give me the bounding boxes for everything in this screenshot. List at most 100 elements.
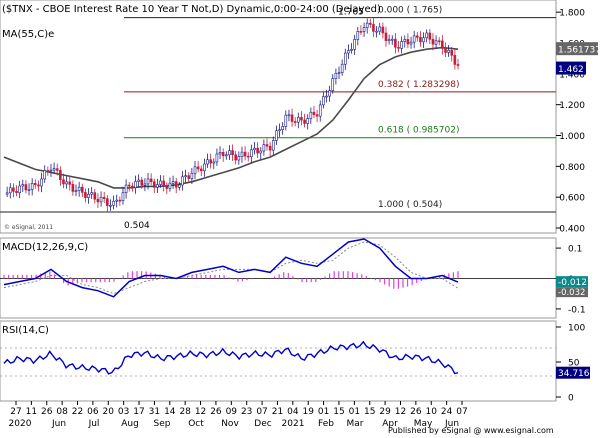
price-bar-body bbox=[406, 39, 410, 45]
price-bar-body bbox=[159, 180, 162, 185]
price-axis-label: 0.400 bbox=[559, 225, 585, 235]
ma-value-tag bbox=[556, 42, 598, 56]
price-bar-body bbox=[118, 199, 122, 202]
price-bar-body bbox=[309, 111, 313, 119]
x-axis-day-label: 17 bbox=[133, 407, 144, 417]
price-bar-body bbox=[181, 176, 184, 186]
price-bar-body bbox=[106, 198, 109, 206]
price-bar-body bbox=[312, 111, 316, 115]
price-bar-body bbox=[337, 72, 341, 74]
rsi-line bbox=[3, 340, 459, 375]
price-bar-body bbox=[162, 180, 165, 186]
x-axis-day-label: 07 bbox=[256, 407, 267, 417]
price-bar-body bbox=[369, 22, 372, 25]
x-axis-day-label: 15 bbox=[333, 407, 344, 417]
price-panel-frame bbox=[0, 0, 557, 234]
price-bar-body bbox=[30, 183, 34, 190]
price-bar-body bbox=[221, 152, 225, 157]
price-bar-body bbox=[55, 168, 59, 171]
price-bar-body bbox=[350, 49, 353, 51]
price-bar-body bbox=[37, 184, 40, 187]
x-axis-month-label: May bbox=[414, 419, 433, 429]
price-bar-body bbox=[297, 117, 300, 123]
price-bar-body bbox=[412, 35, 416, 43]
price-bar-body bbox=[390, 38, 394, 41]
x-axis-day-label: 09 bbox=[226, 407, 238, 417]
price-bar-body bbox=[362, 27, 366, 32]
price-bar-body bbox=[206, 159, 209, 165]
price-bar-body bbox=[415, 35, 419, 38]
x-axis-day-label: 28 bbox=[179, 407, 191, 417]
price-bar-body bbox=[178, 184, 181, 188]
price-bar-body bbox=[300, 117, 303, 121]
macd-axis-label: 0.1 bbox=[568, 245, 582, 255]
price-bar-body bbox=[250, 149, 253, 158]
price-bar-body bbox=[268, 145, 272, 151]
price-bar-body bbox=[372, 24, 375, 32]
price-bar-body bbox=[450, 50, 454, 56]
fib-level-label: 0.618 ( 0.985702) bbox=[378, 126, 459, 136]
x-axis-day-label: 31 bbox=[149, 407, 160, 417]
signal-value-text: -0.032 bbox=[558, 288, 585, 298]
price-bar-body bbox=[246, 155, 250, 158]
price-bar-body bbox=[121, 192, 125, 202]
price-bar-body bbox=[127, 184, 131, 187]
price-bar-body bbox=[365, 22, 369, 28]
last-close-text: 1.462 bbox=[558, 65, 584, 75]
x-axis-day-label: 21 bbox=[272, 407, 283, 417]
x-axis-month-label: Mar bbox=[347, 419, 364, 429]
price-bar-body bbox=[52, 168, 56, 171]
x-axis-day-label: 26 bbox=[210, 407, 222, 417]
x-axis-day-label: 11 bbox=[26, 407, 37, 417]
x-axis-day-label: 29 bbox=[379, 407, 391, 417]
price-bar-body bbox=[287, 114, 291, 117]
x-axis-day-label: 22 bbox=[72, 407, 83, 417]
x-axis-day-label: 06 bbox=[87, 407, 99, 417]
price-bar-body bbox=[187, 175, 191, 179]
swing-high-label: 1.765 bbox=[338, 8, 364, 18]
macd-label: MACD(12,26,9,C) bbox=[2, 242, 88, 253]
price-bar-body bbox=[193, 166, 197, 174]
price-bar-body bbox=[306, 118, 310, 124]
price-bar-body bbox=[131, 185, 134, 188]
price-bar-body bbox=[359, 31, 363, 33]
price-bar-body bbox=[290, 114, 294, 122]
price-bar-body bbox=[215, 153, 219, 163]
price-bar-body bbox=[328, 90, 331, 97]
price-bar-body bbox=[343, 52, 347, 65]
ma-value-text: 1.561737 bbox=[558, 46, 600, 56]
x-axis-day-label: 20 bbox=[103, 407, 115, 417]
price-bar-body bbox=[434, 40, 438, 45]
price-bar-body bbox=[96, 198, 100, 203]
price-bar-body bbox=[102, 197, 106, 199]
price-bar-body bbox=[334, 72, 338, 79]
price-bar-body bbox=[171, 181, 175, 184]
price-bar-body bbox=[259, 150, 263, 154]
x-axis-day-label: 27 bbox=[10, 407, 21, 417]
x-axis-month-label: Aug bbox=[121, 419, 139, 429]
x-axis-month-label: Jun bbox=[51, 419, 66, 429]
price-bar-body bbox=[109, 205, 112, 207]
price-bar-body bbox=[256, 147, 259, 154]
price-bar-body bbox=[152, 181, 156, 188]
rsi-axis-label: 50 bbox=[568, 359, 580, 369]
price-bar-body bbox=[425, 32, 428, 39]
x-axis-month-label: Dec bbox=[254, 419, 271, 429]
x-axis-day-label: 10 bbox=[426, 407, 438, 417]
price-bar-body bbox=[340, 63, 344, 73]
swing-low-label: 0.504 bbox=[124, 221, 150, 231]
price-bar-body bbox=[303, 119, 306, 124]
macd-value-tag bbox=[556, 276, 588, 288]
ma55-line bbox=[3, 46, 459, 189]
price-bar-body bbox=[46, 170, 50, 172]
price-bar-body bbox=[80, 186, 84, 193]
price-bar-body bbox=[124, 184, 128, 193]
price-bar-body bbox=[12, 187, 15, 192]
price-bar-body bbox=[174, 181, 178, 188]
price-bar-body bbox=[68, 181, 72, 185]
price-bar-body bbox=[149, 178, 153, 182]
price-bar-body bbox=[278, 129, 281, 132]
price-bar-body bbox=[325, 95, 328, 98]
signal-value-tag bbox=[556, 287, 588, 298]
price-bar-body bbox=[115, 199, 119, 202]
